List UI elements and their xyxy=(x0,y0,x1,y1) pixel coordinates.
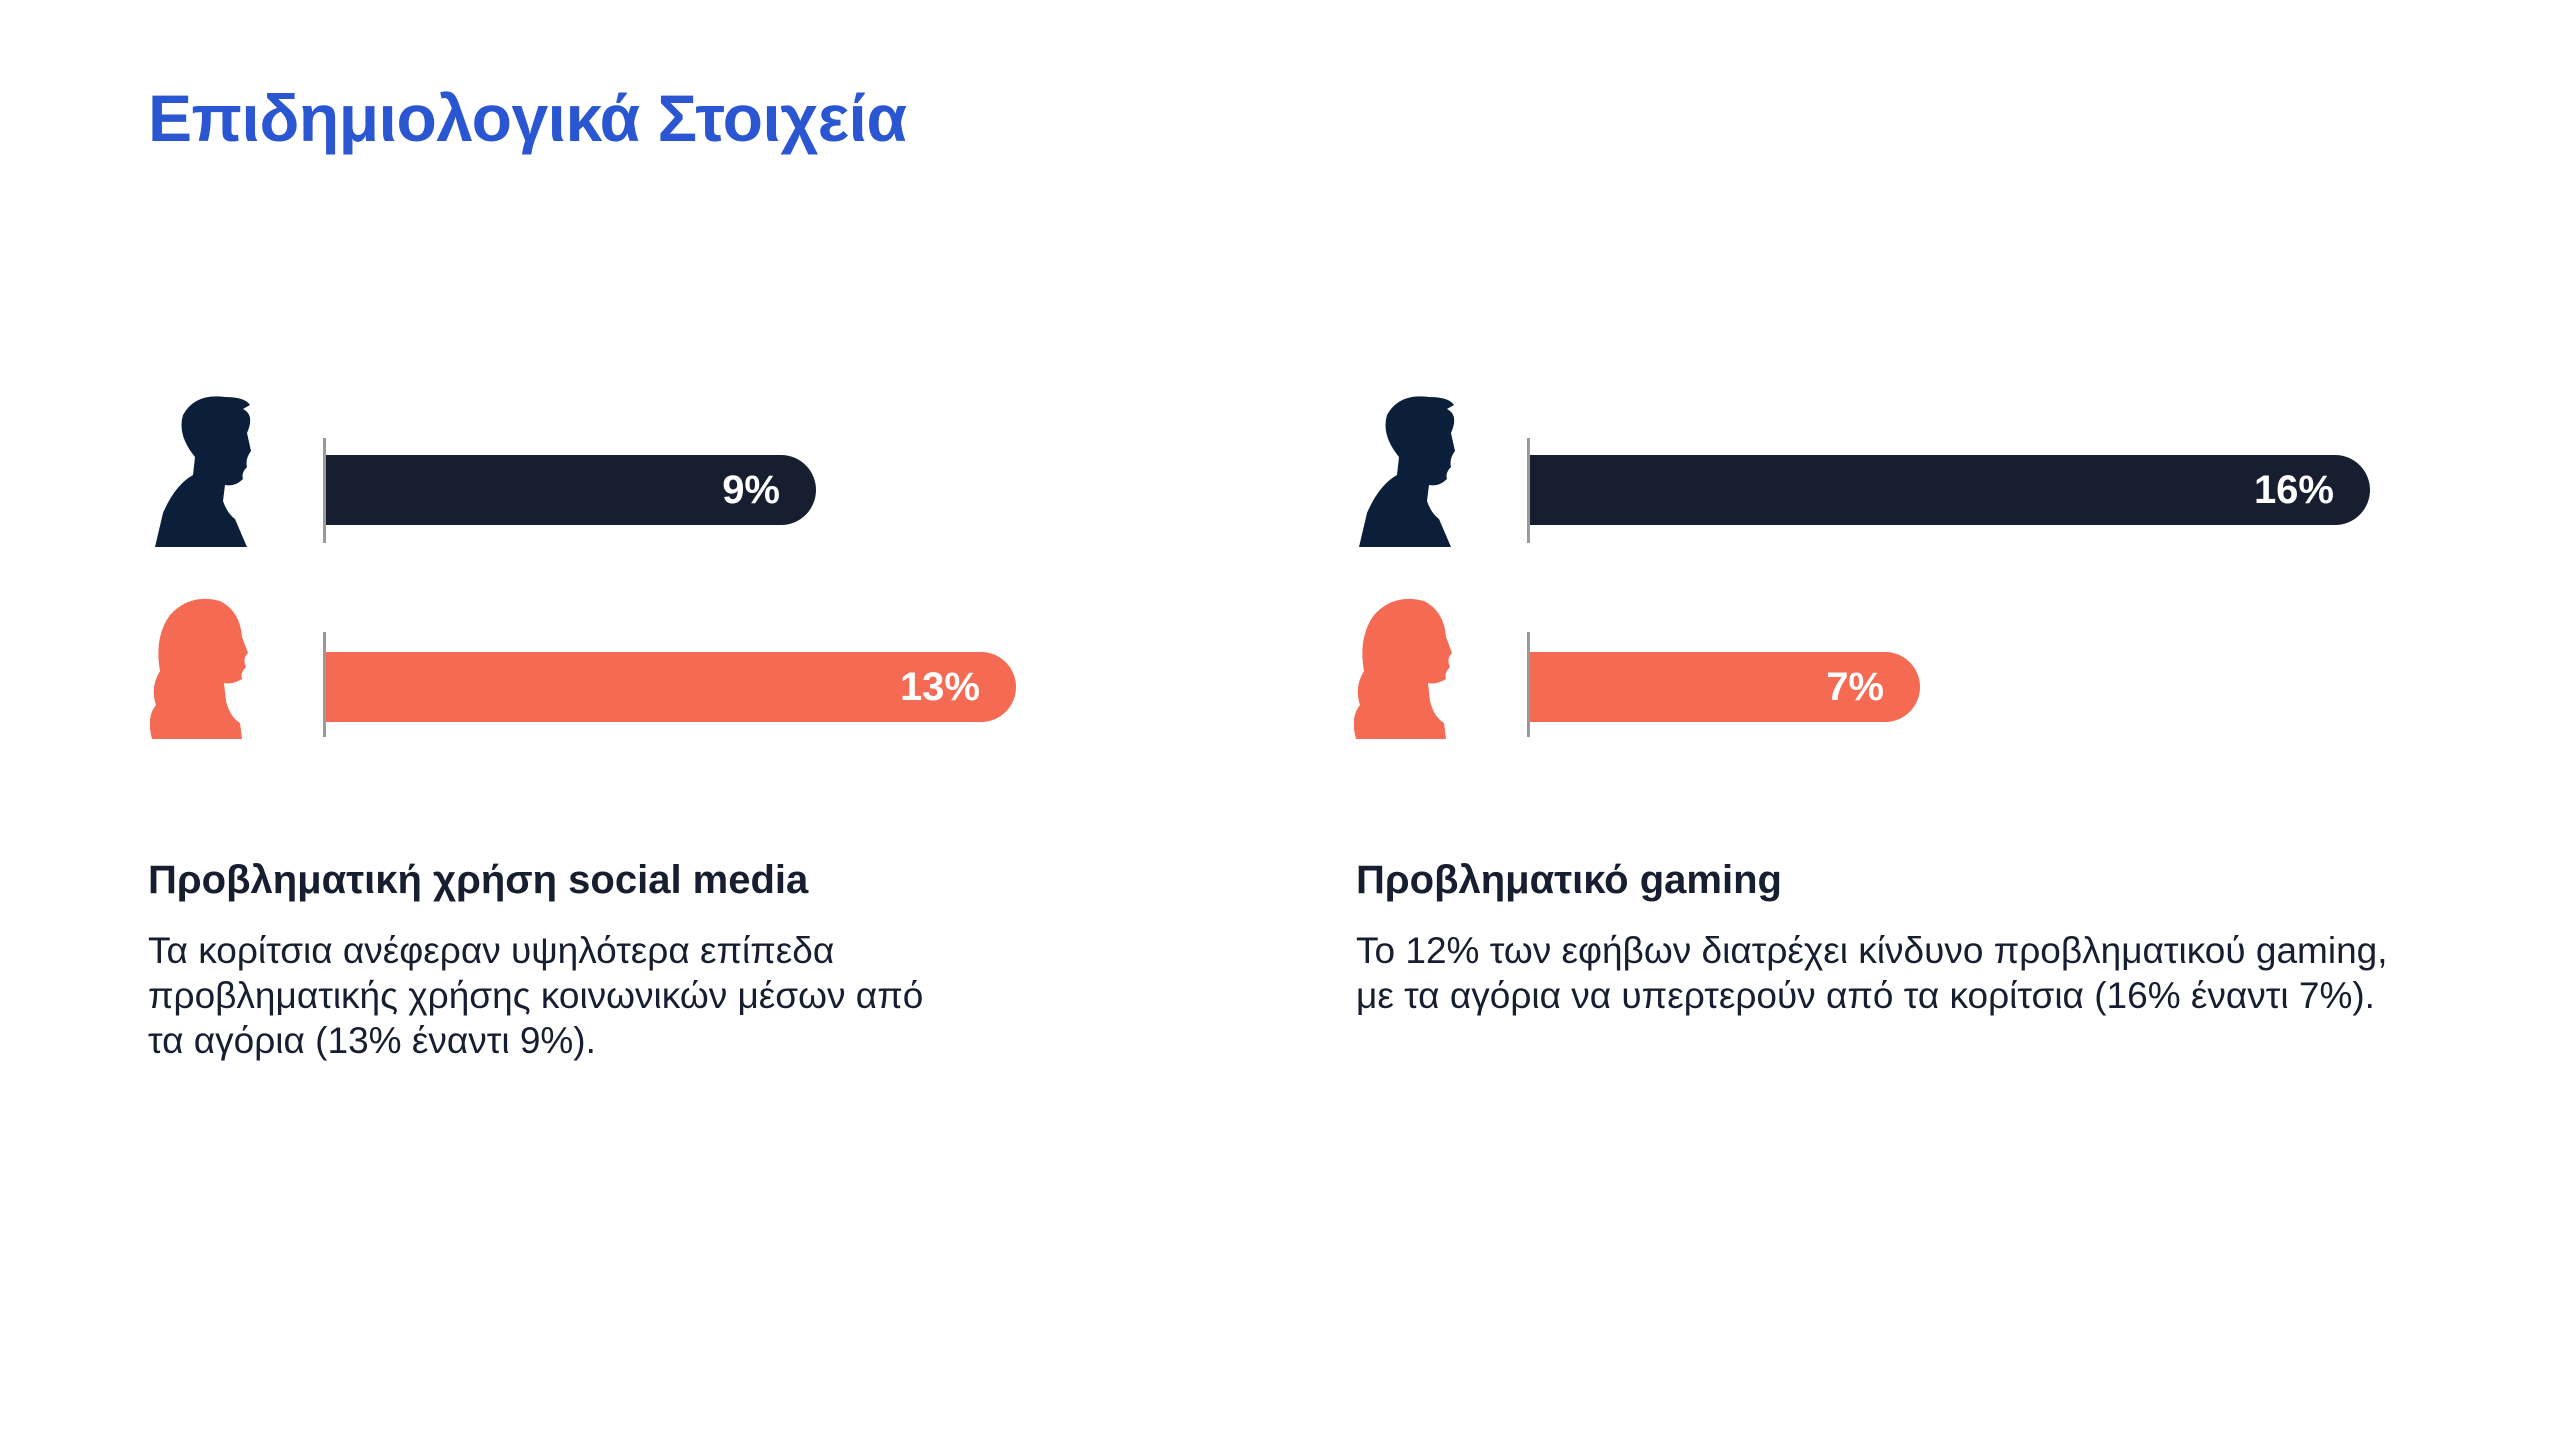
panel-heading: Προβληματική χρήση social media xyxy=(148,858,809,902)
axis-line xyxy=(323,632,326,737)
bar-male: 9% xyxy=(326,455,816,525)
bar-label: 9% xyxy=(722,467,780,512)
panel-description: Το 12% των εφήβων διατρέχει κίνδυνο προβ… xyxy=(1356,930,2388,1016)
panel-description: Τα κορίτσια ανέφεραν υψηλότερα επίπεδα π… xyxy=(148,930,924,1061)
panel-social-media: 9% 13% Προβληματική χρήση social media Τ… xyxy=(0,0,1100,1440)
axis-line xyxy=(1527,632,1530,737)
axis-line xyxy=(1527,438,1530,543)
axis-line xyxy=(323,438,326,543)
bar-label: 16% xyxy=(2253,467,2334,512)
female-silhouette-icon xyxy=(150,598,248,739)
panel-heading: Προβληματικό gaming xyxy=(1356,858,1782,902)
bar-label: 7% xyxy=(1826,664,1884,709)
bar-female: 7% xyxy=(1530,652,1920,722)
bar-label: 13% xyxy=(899,664,980,709)
male-silhouette-icon xyxy=(1359,396,1455,547)
male-silhouette-icon xyxy=(155,396,251,547)
female-silhouette-icon xyxy=(1354,598,1452,739)
bar-male: 16% xyxy=(1530,455,2370,525)
page-title: Επιδημιολογικά Στοιχεία xyxy=(148,81,907,155)
panel-gaming: 16% 7% Προβληματικό gaming Το 12% των εφ… xyxy=(1204,0,2388,1440)
bar-female: 13% xyxy=(326,652,1016,722)
